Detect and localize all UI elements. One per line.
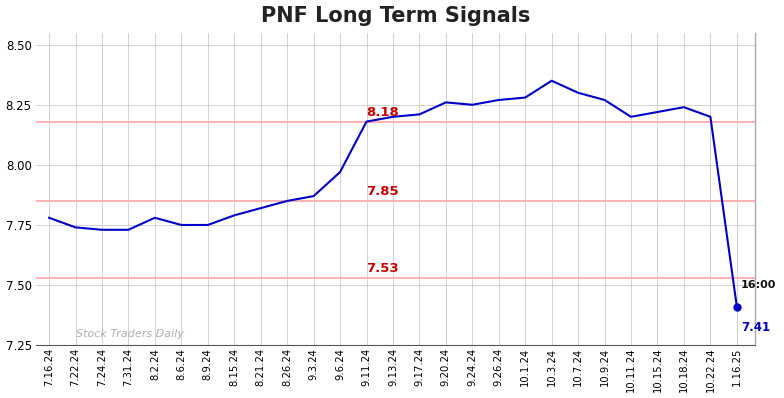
Title: PNF Long Term Signals: PNF Long Term Signals [261,6,530,25]
Text: 16:00: 16:00 [741,280,776,290]
Text: 8.18: 8.18 [366,106,399,119]
Text: 7.41: 7.41 [741,321,770,334]
Point [731,304,743,310]
Text: 7.85: 7.85 [366,185,399,198]
Text: Stock Traders Daily: Stock Traders Daily [75,329,183,339]
Text: 7.53: 7.53 [366,262,399,275]
